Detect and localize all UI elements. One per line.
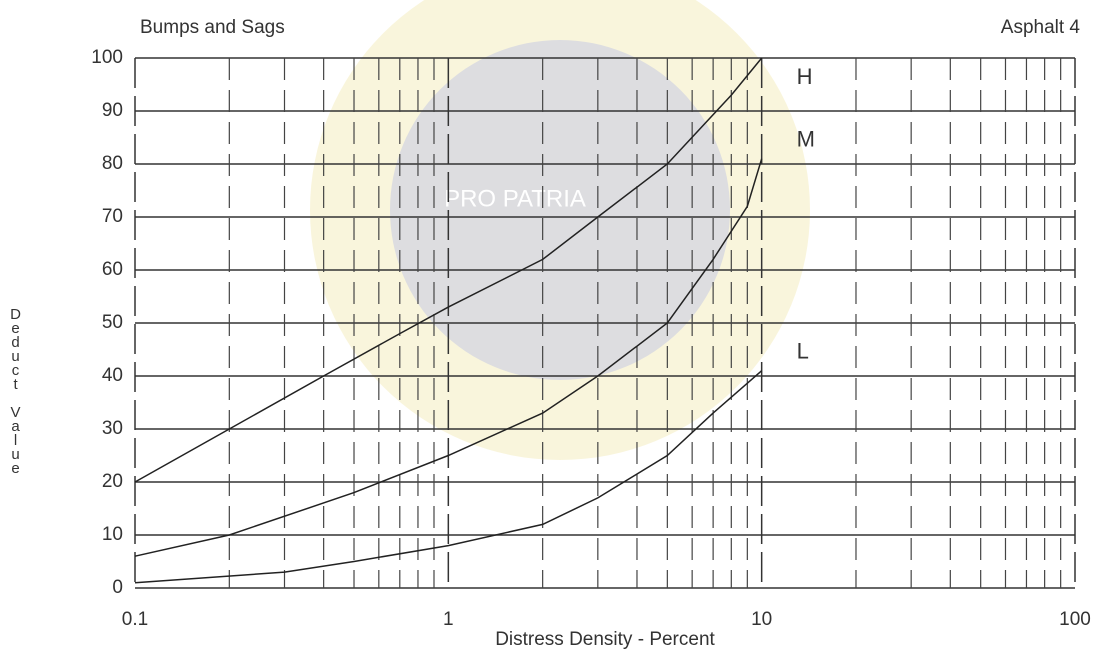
- x-tick-label: 0.1: [122, 609, 148, 630]
- curve-label: L: [797, 339, 809, 364]
- y-tick-label: 40: [102, 365, 123, 386]
- y-tick-label: 10: [102, 524, 123, 545]
- x-tick-label: 10: [751, 609, 772, 630]
- y-tick-label: 80: [102, 153, 123, 174]
- chart: Bumps and Sags Asphalt 4 Distress Densit…: [0, 0, 1112, 671]
- curve-label: H: [797, 64, 813, 89]
- y-tick-label: 70: [102, 206, 123, 227]
- chart-title: Bumps and Sags: [140, 17, 285, 38]
- y-tick-label: 30: [102, 418, 123, 439]
- curve-label: M: [797, 127, 815, 152]
- chart-subtitle: Asphalt 4: [1001, 17, 1081, 38]
- x-tick-label: 1: [443, 609, 454, 630]
- y-tick-label: 0: [112, 577, 123, 598]
- y-tick-label: 20: [102, 471, 123, 492]
- y-tick-label: 60: [102, 259, 123, 280]
- x-tick-label: 100: [1059, 609, 1091, 630]
- y-tick-label: 90: [102, 100, 123, 121]
- y-axis-label: Deduct Value: [7, 306, 24, 474]
- watermark-text: PRO PATRIA: [444, 185, 586, 212]
- x-axis-label: Distress Density - Percent: [495, 629, 715, 650]
- y-tick-label: 50: [102, 312, 123, 333]
- y-tick-label: 100: [91, 47, 123, 68]
